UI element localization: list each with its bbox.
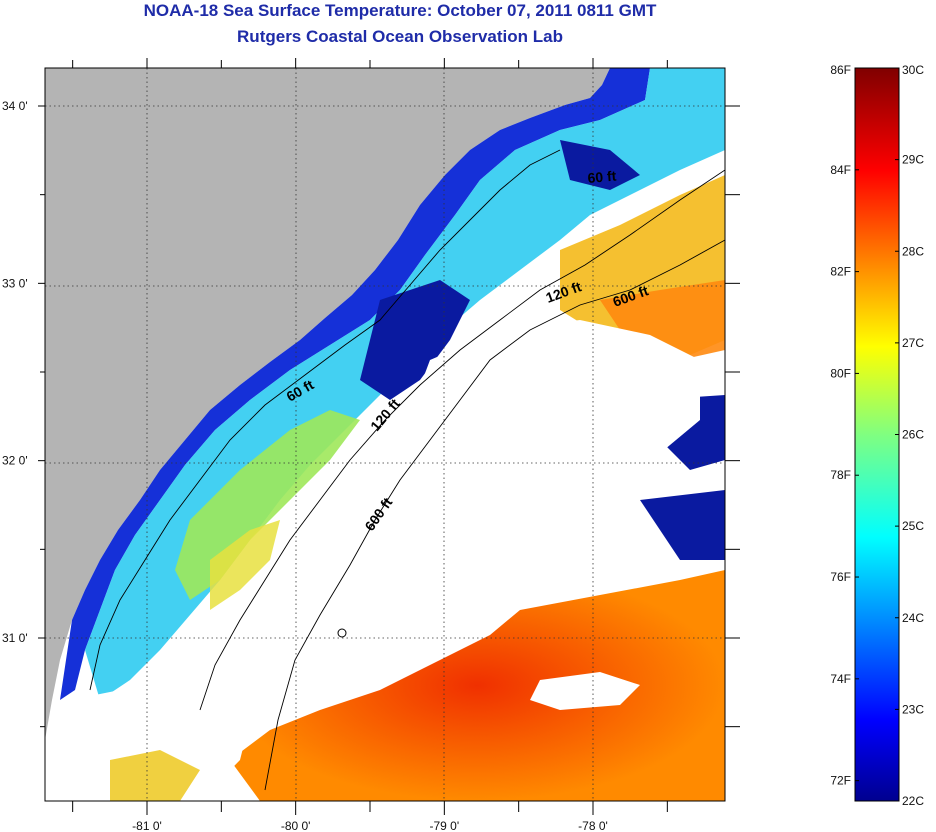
contour-label: 60 ft xyxy=(587,168,617,186)
map-subtitle: Rutgers Coastal Ocean Observation Lab xyxy=(237,27,563,46)
station-marker xyxy=(337,628,347,638)
longitude-axis: -81 0' -80 0' -79 0' -78 0' xyxy=(72,58,668,832)
map-title: NOAA-18 Sea Surface Temperature: October… xyxy=(143,1,657,20)
graticule xyxy=(45,68,725,801)
land-mass xyxy=(45,68,610,740)
colorbar-f-label: 84F xyxy=(830,163,851,177)
lat-tick-label: 32 0' xyxy=(2,454,28,468)
colorbar-c-label: 29C xyxy=(902,153,924,167)
colorbar-c-label: 24C xyxy=(902,611,924,625)
sst-map: 60 ft 60 ft 120 ft 120 ft 600 ft 600 ft xyxy=(45,68,725,801)
lon-tick-label: -80 0' xyxy=(281,819,311,832)
lat-tick-label: 31 0' xyxy=(2,631,28,645)
colorbar-fahrenheit-labels: 86F 84F 82F 80F 78F 76F 74F 72F xyxy=(830,63,859,788)
colorbar: 86F 84F 82F 80F 78F 76F 74F 72F 30C 29C 28C 27C 26C… xyxy=(830,63,924,808)
lon-tick-label: -79 0' xyxy=(430,819,460,832)
colorbar-f-label: 76F xyxy=(830,570,851,584)
isobath-120ft xyxy=(199,169,725,711)
colorbar-c-label: 22C xyxy=(902,794,924,808)
mid-shelf-warm-patch xyxy=(210,520,280,610)
colorbar-c-label: 23C xyxy=(902,702,924,716)
cold-patch-4 xyxy=(640,490,725,560)
isobaths xyxy=(89,149,725,791)
isobath-60ft xyxy=(89,149,561,691)
cloud-cover xyxy=(220,320,700,700)
cold-patch-1 xyxy=(360,280,470,400)
colorbar-gradient xyxy=(854,67,900,802)
latitude-axis: 34 0' 33 0' 32 0' 31 0' xyxy=(2,99,740,728)
gulf-stream xyxy=(230,570,725,801)
colorbar-c-label: 26C xyxy=(902,428,924,442)
cold-patch-2 xyxy=(560,140,640,190)
colorbar-c-label: 28C xyxy=(902,244,924,258)
lon-tick-label: -78 0' xyxy=(578,819,608,832)
lon-tick-label: -81 0' xyxy=(132,819,162,832)
colorbar-f-label: 80F xyxy=(830,366,851,380)
colorbar-f-label: 78F xyxy=(830,468,851,482)
lat-tick-label: 33 0' xyxy=(2,276,28,290)
colorbar-c-label: 27C xyxy=(902,336,924,350)
colorbar-f-label: 82F xyxy=(830,265,851,279)
cloud-se xyxy=(530,672,640,710)
colorbar-f-label: 86F xyxy=(830,63,851,77)
lat-tick-label: 34 0' xyxy=(2,99,28,113)
map-frame xyxy=(44,67,726,802)
colorbar-f-label: 72F xyxy=(830,774,851,788)
colorbar-celsius-labels: 30C 29C 28C 27C 26C 25C 24C 23C 22C xyxy=(895,63,924,808)
colorbar-c-label: 25C xyxy=(902,519,924,533)
warm-patch-sw xyxy=(110,750,200,801)
isobath-600ft xyxy=(264,239,725,791)
colorbar-f-label: 74F xyxy=(830,672,851,686)
colorbar-c-label: 30C xyxy=(902,63,924,77)
